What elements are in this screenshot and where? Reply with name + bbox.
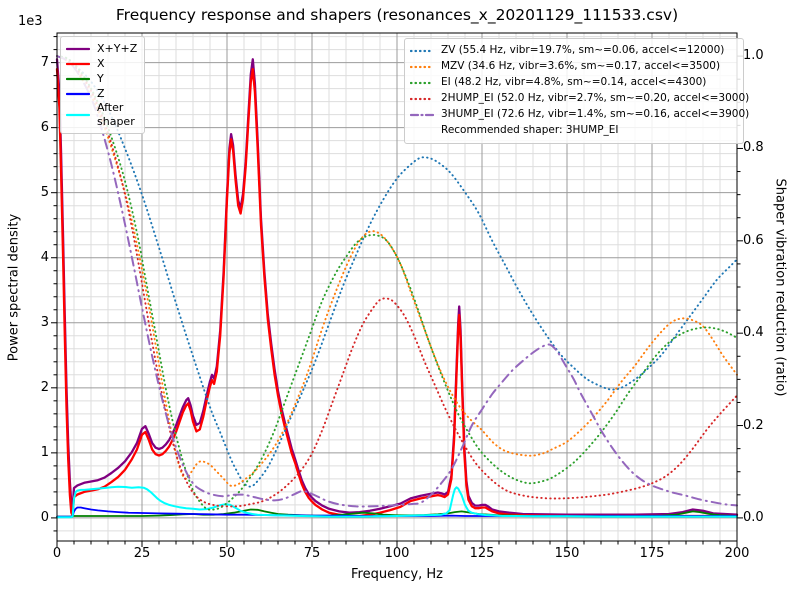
x-tick-label: 25: [133, 546, 151, 561]
y-axis-offset-label: 1e3: [18, 14, 43, 29]
x-tick-label: 175: [639, 546, 665, 561]
legend-line-swatch: [66, 113, 90, 116]
legend-entry-y: Y: [66, 71, 137, 86]
x-tick-label: 100: [384, 546, 410, 561]
y-left-tick-label: 7: [40, 54, 49, 70]
legend-shapers: ZV (55.4 Hz, vibr=19.7%, sm~=0.06, accel…: [404, 38, 749, 144]
legend-entry-label: After shaper: [97, 101, 135, 128]
legend-entry-ei: EI (48.2 Hz, vibr=4.8%, sm~=0.14, accel<…: [410, 75, 736, 91]
legend-entry-label: MZV (34.6 Hz, vibr=3.6%, sm~=0.17, accel…: [441, 60, 721, 73]
y-right-tick-label: 0.6: [743, 232, 764, 248]
recommended-shaper-label: Recommended shaper: 3HUMP_EI: [441, 124, 619, 137]
legend-line-swatch: [410, 49, 434, 53]
series-ei: [56, 55, 738, 511]
legend-psd-curves: X+Y+Z X Y Z After shaper: [60, 36, 146, 134]
y-left-tick-label: 3: [40, 314, 49, 330]
y-right-tick-label: 0.2: [743, 417, 764, 433]
legend-entry-mzv: MZV (34.6 Hz, vibr=3.6%, sm~=0.17, accel…: [410, 59, 736, 75]
y-left-tick-label: 2: [40, 379, 49, 395]
legend-entry-2hump_ei: 2HUMP_EI (52.0 Hz, vibr=2.7%, sm~=0.20, …: [410, 91, 749, 107]
legend-entry-label: EI (48.2 Hz, vibr=4.8%, sm~=0.14, accel<…: [441, 76, 707, 89]
y-left-tick-label: 6: [40, 119, 49, 135]
series-zv: [56, 55, 738, 488]
legend-entry-z: Z: [66, 86, 137, 101]
legend-entry-label: 2HUMP_EI (52.0 Hz, vibr=2.7%, sm~=0.20, …: [441, 92, 750, 105]
legend-entry-label: ZV (55.4 Hz, vibr=19.7%, sm~=0.06, accel…: [441, 44, 725, 57]
y-right-tick-label: 0.8: [743, 140, 764, 156]
series-3hump_ei: [56, 55, 738, 508]
legend-line-swatch: [66, 77, 90, 80]
legend-line-swatch: [410, 81, 434, 85]
legend-entry-xyz: X+Y+Z: [66, 41, 137, 56]
y-left-tick-label: 4: [40, 249, 49, 265]
legend-line-swatch: [410, 97, 434, 101]
series-x: [55, 67, 739, 518]
y-left-tick-label: 5: [40, 184, 49, 200]
legend-line-swatch: [66, 47, 90, 50]
y-left-tick-label: 1: [40, 444, 49, 460]
legend-entry-label: Y: [97, 71, 104, 85]
series-after_shaper: [56, 485, 738, 519]
legend-entry-label: X: [97, 56, 105, 70]
x-tick-label: 75: [303, 546, 321, 561]
legend-entry-label: Z: [97, 86, 105, 100]
legend-line-swatch: [66, 92, 90, 95]
y-left-tick-label: 0: [40, 509, 49, 525]
legend-line-swatch: [410, 65, 434, 69]
y-axis-label-right: Shaper vibration reduction (ratio): [772, 178, 788, 397]
legend-footer-spacer: [410, 131, 434, 132]
x-tick-label: 200: [724, 546, 750, 561]
x-axis-label: Frequency, Hz: [350, 567, 444, 582]
y-axis-label-left: Power spectral density: [6, 213, 22, 362]
legend-line-swatch: [66, 62, 90, 65]
chart-title: Frequency response and shapers (resonanc…: [115, 6, 679, 24]
legend-entry-label: 3HUMP_EI (72.6 Hz, vibr=1.4%, sm~=0.16, …: [441, 108, 750, 121]
y-right-tick-label: 0.4: [743, 325, 764, 341]
legend-line-swatch: [410, 113, 434, 117]
x-tick-label: 150: [554, 546, 580, 561]
legend-recommended-shaper: Recommended shaper: 3HUMP_EI: [410, 123, 736, 139]
legend-entry-zv: ZV (55.4 Hz, vibr=19.7%, sm~=0.06, accel…: [410, 43, 736, 59]
series-mzv: [56, 55, 738, 487]
legend-entry-after_shaper: After shaper: [66, 101, 137, 129]
x-tick-label: 50: [218, 546, 236, 561]
legend-entry-3hump_ei: 3HUMP_EI (72.6 Hz, vibr=1.4%, sm~=0.16, …: [410, 107, 749, 123]
y-right-tick-label: 0.0: [743, 509, 764, 525]
x-tick-label: 0: [52, 546, 62, 561]
series-2hump_ei: [56, 55, 738, 508]
y-right-tick-label: 1.0: [743, 48, 764, 64]
x-tick-label: 125: [469, 546, 495, 561]
legend-entry-x: X: [66, 56, 137, 71]
legend-entry-label: X+Y+Z: [97, 41, 138, 55]
